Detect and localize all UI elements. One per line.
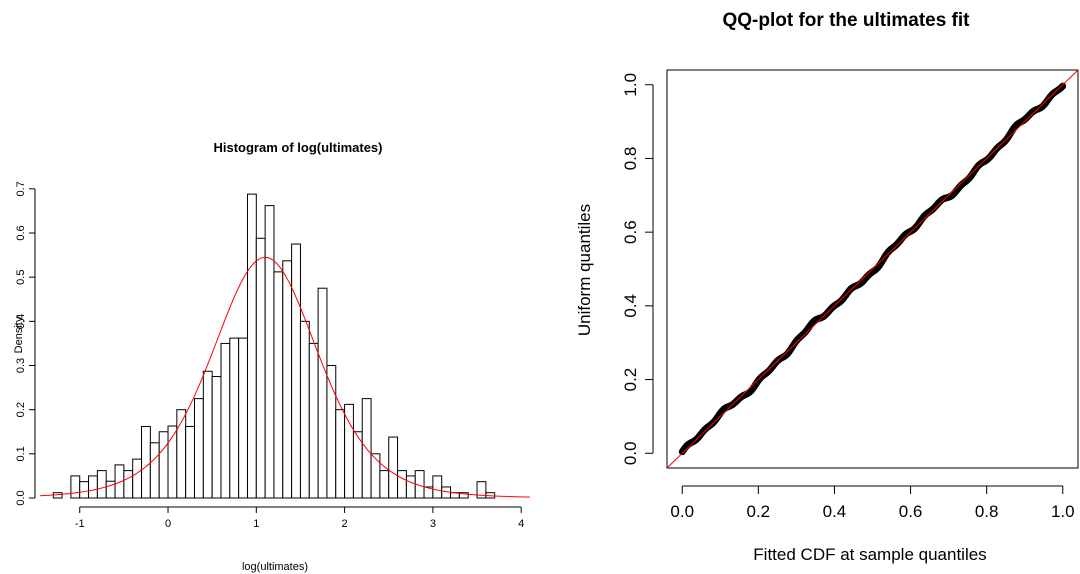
histogram-bar	[282, 260, 293, 499]
histogram-title: Histogram of log(ultimates)	[213, 140, 382, 155]
histogram-y-tick-label: 0.5	[15, 270, 27, 285]
qq-plot-y-tick-label: 0.4	[621, 294, 640, 318]
qq-plot-x-tick-label: 0.8	[975, 502, 999, 521]
qq-plot-frame	[666, 69, 1079, 469]
qq-plot-y-tick-label: 1.0	[621, 73, 640, 97]
histogram-bar	[70, 475, 81, 499]
histogram-bar	[238, 337, 248, 499]
histogram-x-axis-label: log(ultimates)	[242, 561, 308, 573]
histogram-bar	[149, 442, 160, 499]
qq-plot-y-tick-label: 0.6	[621, 220, 640, 244]
qq-plot-panel: QQ-plot for the ultimates fit Fitted CDF…	[575, 10, 1079, 564]
qq-plot-reference-line	[666, 69, 1079, 469]
histogram-bar	[458, 492, 469, 499]
histogram-bar	[202, 370, 213, 499]
histogram-bar	[299, 320, 310, 499]
histogram-bar	[88, 475, 98, 499]
histogram-x-axis: -1 0 1 2 3 4	[75, 506, 524, 530]
histogram-bar	[105, 480, 116, 499]
histogram-y-axis-label: Density	[13, 316, 25, 353]
histogram-bar	[132, 458, 143, 499]
histogram-bar	[317, 287, 328, 499]
qq-plot-y-tick-label: 0.2	[621, 368, 640, 392]
histogram-bar	[397, 470, 407, 499]
histogram-bar	[388, 436, 399, 499]
histogram-bar	[246, 193, 257, 499]
histogram-bar	[158, 431, 169, 499]
qq-plot-x-tick-label: 0.6	[899, 502, 923, 521]
histogram-bar	[291, 243, 301, 499]
qq-plot-title: QQ-plot for the ultimates fit	[723, 10, 971, 31]
histogram-bar	[379, 470, 390, 499]
qq-plot-y-tick-label: 0.8	[621, 147, 640, 171]
histogram-bar	[185, 425, 196, 499]
histogram-y-tick-label: 0.7	[15, 181, 27, 196]
qq-plot-points	[678, 82, 1067, 456]
histogram-bars	[52, 193, 496, 499]
qq-plot-y-tick-label: 0.0	[621, 441, 640, 465]
histogram-bar	[432, 475, 443, 499]
histogram-y-tick-label: 0.0	[15, 490, 27, 505]
histogram-y-tick-label: 0.4	[15, 314, 27, 329]
histogram-y-tick-label: 0.3	[15, 358, 27, 373]
histogram-bar	[123, 470, 134, 499]
qq-plot-x-axis: 0.0 0.2 0.4 0.6 0.8 1.0	[670, 485, 1075, 521]
histogram-bar	[476, 481, 487, 499]
qq-plot-y-axis-label: Uniform quantiles	[575, 204, 594, 336]
histogram-bar	[96, 470, 107, 499]
histogram-y-axis: 0.0 0.1 0.2 0.3 0.4 0.5 0.6 0.7	[15, 181, 36, 506]
histogram-bar	[273, 271, 284, 499]
histogram-bar	[308, 342, 319, 499]
histogram-bar	[141, 425, 151, 499]
histogram-y-tick-label: 0.2	[15, 402, 27, 417]
histogram-x-tick-label: 2	[342, 518, 348, 530]
histogram-x-tick-label: 4	[518, 518, 524, 530]
qq-plot-x-tick-label: 0.4	[823, 502, 847, 521]
histogram-bar	[370, 453, 381, 499]
histogram-density-curve	[39, 256, 531, 498]
histogram-bar	[255, 237, 266, 499]
qq-plot-x-tick-label: 0.2	[747, 502, 771, 521]
histogram-bar	[79, 481, 90, 499]
qq-plot-point	[1059, 82, 1067, 90]
histogram-x-tick-label: 0	[165, 518, 171, 530]
histogram-x-tick-label: 1	[253, 518, 259, 530]
histogram-x-tick-label: -1	[75, 518, 85, 530]
qq-plot-x-axis-label: Fitted CDF at sample quantiles	[753, 545, 986, 564]
qq-plot-x-tick-label: 0.0	[670, 502, 694, 521]
qq-plot-x-tick-label: 1.0	[1051, 502, 1075, 521]
histogram-bar	[211, 376, 222, 499]
histogram-panel: Histogram of log(ultimates) log(ultimate…	[13, 140, 531, 573]
histogram-bar	[405, 475, 416, 499]
histogram-bar	[335, 409, 346, 499]
histogram-bar	[194, 398, 204, 499]
histogram-y-tick-label: 0.1	[15, 446, 27, 461]
histogram-x-tick-label: 3	[430, 518, 436, 530]
qq-plot-y-axis: 0.0 0.2 0.4 0.6 0.8 1.0	[621, 73, 654, 465]
histogram-bar	[229, 337, 240, 499]
histogram-bar	[344, 403, 354, 499]
histogram-bar	[264, 205, 275, 499]
histogram-y-tick-label: 0.6	[15, 225, 27, 240]
histogram-bar	[220, 342, 231, 499]
